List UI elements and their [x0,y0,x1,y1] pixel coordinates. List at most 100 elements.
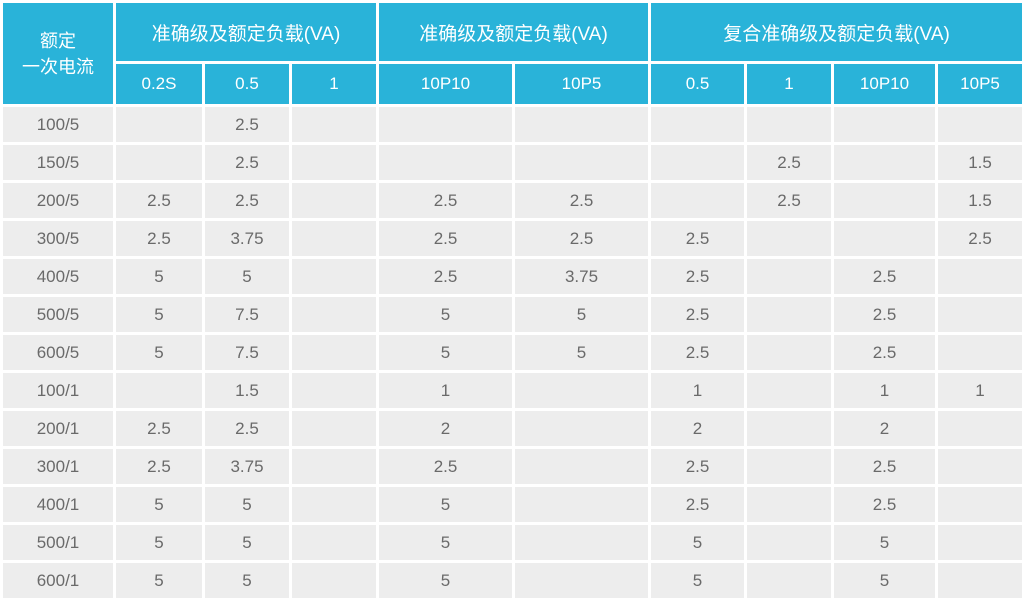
load-value-cell [747,563,832,598]
row-header-current-ratio: 400/1 [3,487,113,522]
load-value-cell [651,107,745,142]
corner-header-line1: 额定 [40,30,76,51]
load-value-cell [747,259,832,294]
table-header: 额定 一次电流 准确级及额定负载(VA) 准确级及额定负载(VA) 复合准确级及… [3,3,1023,104]
load-value-cell: 5 [116,259,202,294]
load-value-cell [515,563,649,598]
load-value-cell: 2.5 [379,259,513,294]
load-value-cell: 5 [834,525,936,560]
load-value-cell [515,487,649,522]
load-value-cell: 5 [205,487,289,522]
load-value-cell: 2.5 [651,449,745,484]
table-row: 150/5 2.5 2.5 1.5 [3,145,1023,180]
load-value-cell: 2.5 [651,297,745,332]
load-value-cell: 2.5 [651,221,745,256]
load-value-cell: 2.5 [834,487,936,522]
load-value-cell [938,449,1023,484]
group-header-accuracy-load-1: 准确级及额定负载(VA) [116,3,377,61]
load-value-cell: 5 [116,487,202,522]
table-row: 600/1 5 5 5 5 5 [3,563,1023,598]
load-value-cell [515,411,649,446]
load-value-cell: 2.5 [116,449,202,484]
table-row: 500/5 5 7.5 5 5 2.5 2.5 [3,297,1023,332]
col-header-10p5: 10P5 [515,64,649,104]
load-value-cell [515,373,649,408]
load-value-cell: 2.5 [834,297,936,332]
load-value-cell [938,411,1023,446]
load-value-cell [292,221,377,256]
load-value-cell: 2 [379,411,513,446]
load-value-cell [938,259,1023,294]
load-value-cell [292,373,377,408]
group-header-composite-accuracy-load: 复合准确级及额定负载(VA) [651,3,1023,61]
load-value-cell [747,449,832,484]
load-value-cell: 5 [116,525,202,560]
col-header-composite-1: 1 [747,64,832,104]
load-value-cell [938,563,1023,598]
load-value-cell [515,107,649,142]
load-value-cell [292,487,377,522]
load-value-cell: 5 [379,525,513,560]
load-value-cell [116,145,202,180]
load-value-cell: 5 [205,563,289,598]
row-header-current-ratio: 100/1 [3,373,113,408]
load-value-cell: 7.5 [205,297,289,332]
load-value-cell [747,335,832,370]
load-value-cell: 2 [651,411,745,446]
load-value-cell: 2.5 [116,221,202,256]
load-value-cell [292,183,377,218]
table-row: 600/5 5 7.5 5 5 2.5 2.5 [3,335,1023,370]
load-value-cell [292,411,377,446]
load-value-cell: 5 [651,563,745,598]
load-value-cell [747,525,832,560]
load-value-cell [292,525,377,560]
load-value-cell: 5 [834,563,936,598]
load-value-cell: 7.5 [205,335,289,370]
table-row: 300/1 2.5 3.75 2.5 2.5 2.5 [3,449,1023,484]
col-header-composite-10p5: 10P5 [938,64,1023,104]
col-header-composite-0-5: 0.5 [651,64,745,104]
load-value-cell: 2.5 [834,335,936,370]
load-value-cell: 1 [651,373,745,408]
load-value-cell: 2.5 [834,449,936,484]
load-value-cell [292,107,377,142]
table-row: 300/5 2.5 3.75 2.5 2.5 2.5 2.5 [3,221,1023,256]
table-body: 100/5 2.5 150/5 2.5 2.5 1.5 200/5 2.5 2.5 2.5 2.5 2… [3,107,1023,598]
load-value-cell: 3.75 [515,259,649,294]
group-header-accuracy-load-2: 准确级及额定负载(VA) [379,3,649,61]
load-value-cell [938,107,1023,142]
load-value-cell: 1.5 [205,373,289,408]
load-value-cell [747,221,832,256]
load-value-cell [292,563,377,598]
load-value-cell: 5 [205,525,289,560]
load-value-cell: 1.5 [938,183,1023,218]
table-row: 200/5 2.5 2.5 2.5 2.5 2.5 1.5 [3,183,1023,218]
load-value-cell: 5 [116,563,202,598]
row-header-current-ratio: 400/5 [3,259,113,294]
row-header-current-ratio: 600/5 [3,335,113,370]
load-value-cell: 3.75 [205,449,289,484]
load-value-cell [834,145,936,180]
load-value-cell: 5 [379,487,513,522]
load-value-cell: 5 [379,563,513,598]
row-header-current-ratio: 150/5 [3,145,113,180]
row-header-current-ratio: 500/5 [3,297,113,332]
load-value-cell [938,335,1023,370]
load-value-cell [292,335,377,370]
load-value-cell: 5 [651,525,745,560]
col-header-composite-10p10: 10P10 [834,64,936,104]
load-value-cell [651,145,745,180]
load-value-cell: 2.5 [205,145,289,180]
load-value-cell: 2.5 [116,411,202,446]
col-header-0-5: 0.5 [205,64,289,104]
row-header-current-ratio: 200/1 [3,411,113,446]
load-value-cell: 1 [834,373,936,408]
load-value-cell: 2.5 [379,449,513,484]
load-value-cell: 5 [379,297,513,332]
load-value-cell: 5 [515,335,649,370]
load-value-cell [515,525,649,560]
load-value-cell: 2.5 [834,259,936,294]
row-header-current-ratio: 300/1 [3,449,113,484]
